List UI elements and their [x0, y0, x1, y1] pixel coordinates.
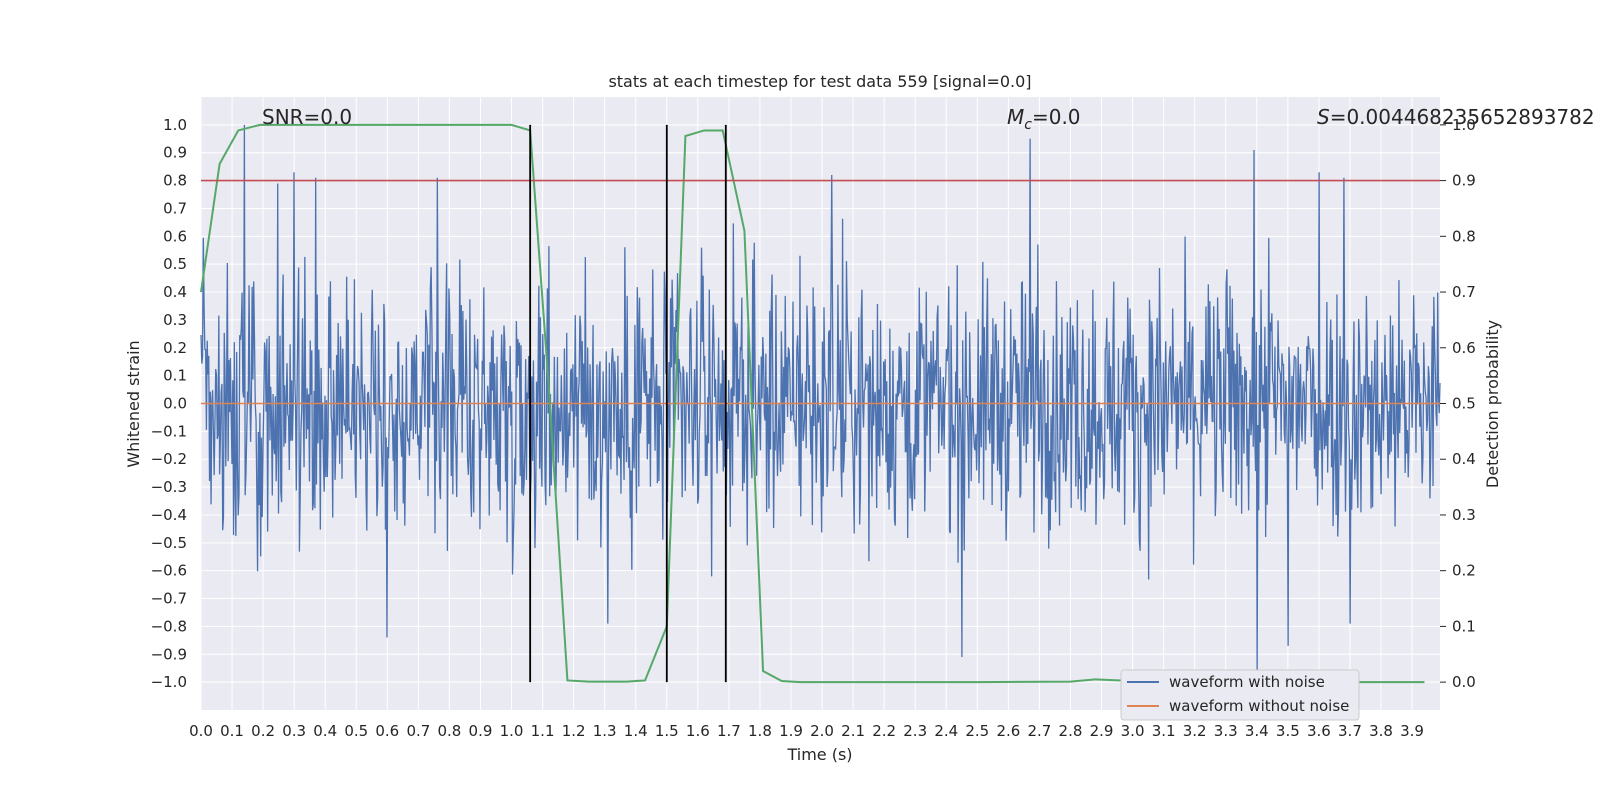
y-tick-label: −0.7	[151, 590, 187, 608]
y-tick-label: −0.6	[151, 562, 187, 580]
x-tick-label: 1.9	[779, 722, 803, 740]
legend-label-clean: waveform without noise	[1169, 697, 1349, 715]
y-tick-label: −0.9	[151, 645, 187, 663]
waveform-with-noise-series	[200, 124, 1441, 683]
y-tick-label: 0.6	[163, 227, 187, 245]
y2-tick-label: 0.0	[1452, 673, 1476, 691]
y-tick-label: −0.5	[151, 534, 187, 552]
y-tick-label: 0.0	[163, 395, 187, 413]
probability-line	[200, 123, 1425, 684]
y2-tick-label: 1.0	[1452, 116, 1476, 134]
y-tick-label: 0.3	[163, 311, 187, 329]
x-tick-label: 0.6	[375, 722, 399, 740]
x-tick-label: 0.4	[313, 722, 337, 740]
y2-tick-label: 0.2	[1452, 562, 1476, 580]
y2-tick-label: 0.1	[1452, 617, 1476, 635]
y2-tick-label: 0.6	[1452, 339, 1476, 357]
y2-tick-label: 0.8	[1452, 227, 1476, 245]
y-tick-label: −0.3	[151, 478, 187, 496]
s-symbol: S	[1317, 105, 1330, 129]
x-tick-label: 0.3	[282, 722, 306, 740]
vertical-markers	[529, 124, 727, 683]
x-tick-label: 2.5	[965, 722, 989, 740]
x-tick-label: 0.2	[251, 722, 275, 740]
x-tick-label: 2.6	[996, 722, 1020, 740]
x-tick-label: 1.3	[593, 722, 617, 740]
x-tick-label: 3.0	[1121, 722, 1145, 740]
y2-tick-label: 0.4	[1452, 450, 1476, 468]
x-tick-label: 2.1	[841, 722, 865, 740]
y-tick-label: 0.7	[163, 199, 187, 217]
x-tick-label: 1.2	[562, 722, 586, 740]
x-tick-label: 1.1	[531, 722, 555, 740]
y-tick-label: 0.8	[163, 172, 187, 190]
x-tick-label: 3.9	[1400, 722, 1424, 740]
y-tick-label: 0.5	[163, 255, 187, 273]
snr-annotation: SNR=0.0	[262, 105, 352, 129]
x-tick-label: 2.9	[1090, 722, 1114, 740]
x-tick-label: 1.0	[500, 722, 524, 740]
x-tick-label: 3.5	[1276, 722, 1300, 740]
y-tick-label: −1.0	[151, 673, 187, 691]
noise-waveform-line	[200, 124, 1441, 683]
x-tick-label: 0.8	[437, 722, 461, 740]
chart-title: stats at each timestep for test data 559…	[608, 72, 1031, 91]
x-axis-label: Time (s)	[786, 745, 852, 764]
x-tick-label: 3.2	[1183, 722, 1207, 740]
x-tick-label: 3.8	[1369, 722, 1393, 740]
y-tick-label: −0.4	[151, 506, 187, 524]
y-tick-label: −0.1	[151, 422, 187, 440]
x-tick-label: 3.6	[1307, 722, 1331, 740]
x-tick-label: 0.9	[469, 722, 493, 740]
s-annotation: S=0.004468235652893782	[1317, 105, 1595, 129]
x-tick-label: 1.8	[748, 722, 772, 740]
x-tick-label: 2.2	[872, 722, 896, 740]
x-tick-label: 2.0	[810, 722, 834, 740]
x-tick-label: 1.4	[624, 722, 648, 740]
x-tick-label: 2.7	[1027, 722, 1051, 740]
y-tick-label: 0.4	[163, 283, 187, 301]
y2-tick-label: 0.9	[1452, 172, 1476, 190]
y-tick-label: 0.1	[163, 367, 187, 385]
legend-label-noise: waveform with noise	[1169, 673, 1325, 691]
x-tick-label: 3.1	[1152, 722, 1176, 740]
y2-tick-label: 0.3	[1452, 506, 1476, 524]
x-tick-label: 1.5	[655, 722, 679, 740]
x-tick-label: 3.4	[1245, 722, 1269, 740]
x-tick-labels: 0.0 0.1 0.2 0.3 0.4 0.5 0.6 0.7 0.8 0.9 1.0 1.1 1.2 1…	[189, 722, 1424, 740]
s-value: =0.004468235652893782	[1330, 105, 1595, 129]
x-tick-label: 1.6	[686, 722, 710, 740]
y-tick-label: 0.9	[163, 144, 187, 162]
y-tick-label: 1.0	[163, 116, 187, 134]
x-tick-label: 2.8	[1059, 722, 1083, 740]
legend: waveform with noise waveform without noi…	[1120, 669, 1360, 721]
x-tick-label: 0.1	[220, 722, 244, 740]
x-tick-label: 0.5	[344, 722, 368, 740]
x-tick-label: 1.7	[717, 722, 741, 740]
x-tick-label: 2.4	[934, 722, 958, 740]
x-tick-label: 2.3	[903, 722, 927, 740]
mc-subscript: c	[1024, 117, 1032, 133]
y2-tick-label: 0.7	[1452, 283, 1476, 301]
x-tick-label: 3.7	[1338, 722, 1362, 740]
y-tick-label: −0.2	[151, 450, 187, 468]
mc-symbol: M	[1007, 105, 1024, 129]
mc-value: =0.0	[1032, 105, 1081, 129]
y-tick-labels: 1.0 0.9 0.8 0.7 0.6 0.5 0.4 0.3 0.2 0.1 0.0 −0.1 −0.…	[151, 116, 187, 691]
y2-axis-label: Detection probability	[1483, 320, 1502, 488]
x-tick-label: 0.7	[406, 722, 430, 740]
x-tick-label: 0.0	[189, 722, 213, 740]
detection-probability-series	[200, 123, 1425, 684]
x-tick-label: 3.3	[1214, 722, 1238, 740]
mc-annotation: Mc=0.0	[1007, 105, 1081, 133]
y-tick-label: −0.8	[151, 617, 187, 635]
y2-tick-label: 0.5	[1452, 395, 1476, 413]
y-tick-label: 0.2	[163, 339, 187, 357]
y2-tick-labels: 1.0 0.9 0.8 0.7 0.6 0.5 0.4 0.3 0.2 0.1 0.0	[1440, 116, 1476, 691]
legend-box	[1120, 669, 1360, 721]
y-axis-label: Whitened strain	[124, 340, 143, 467]
